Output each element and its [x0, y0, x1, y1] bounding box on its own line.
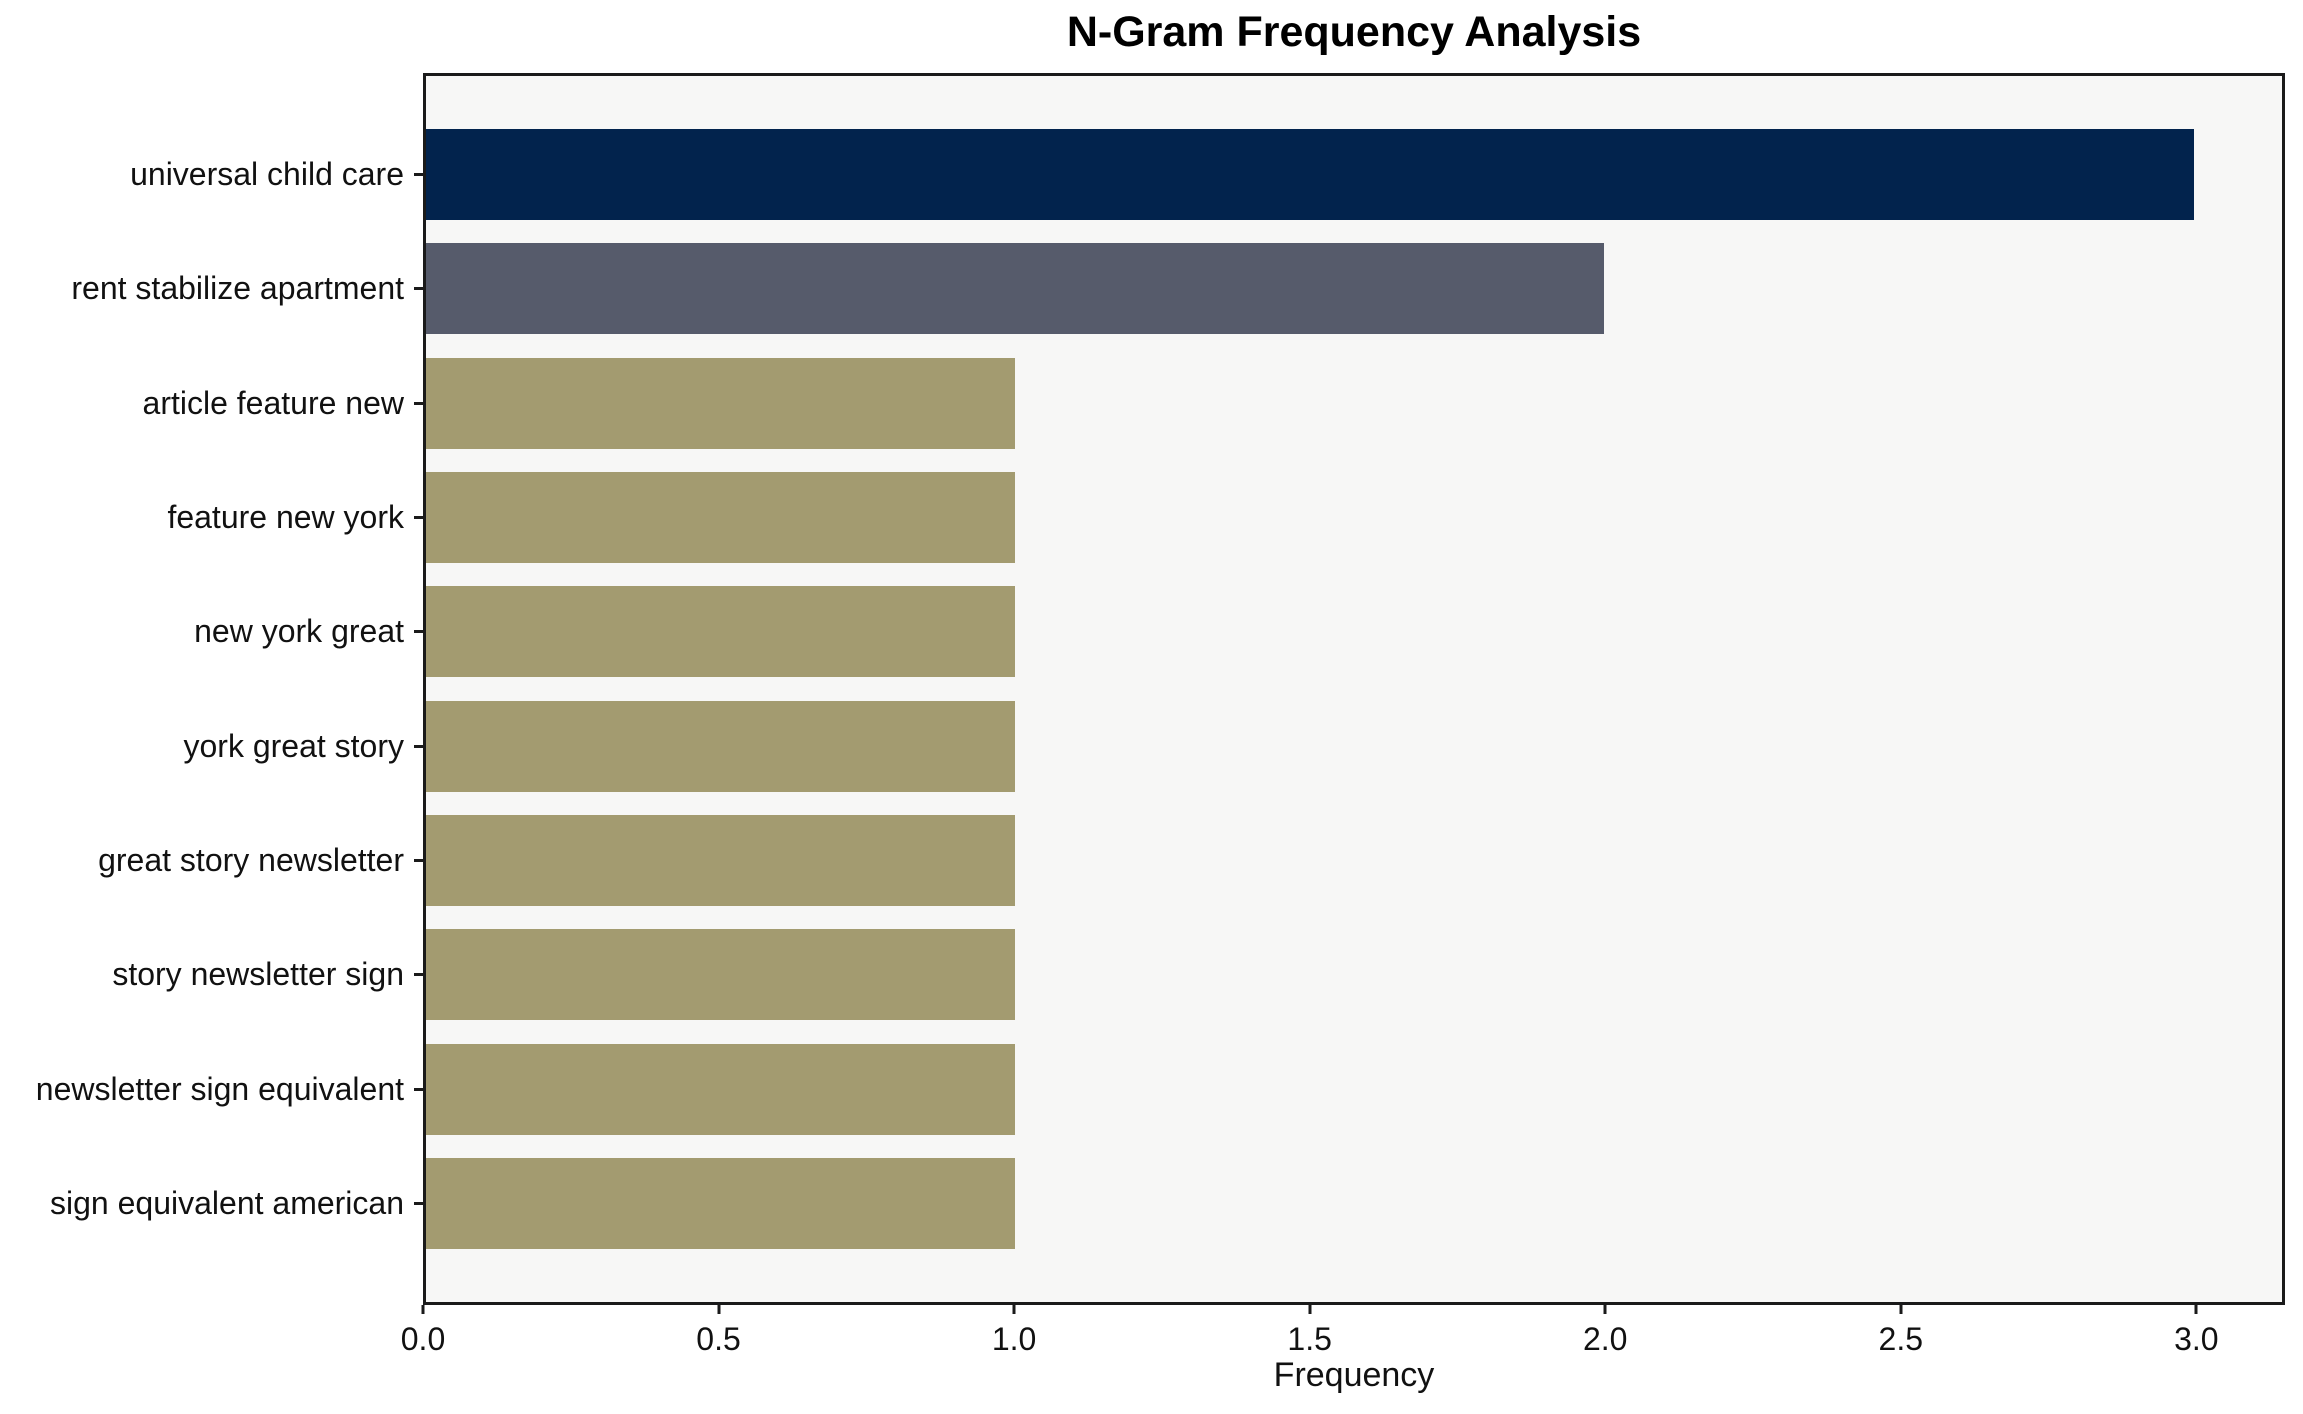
bar-row: [426, 471, 2282, 563]
y-label-row: rent stabilize apartment: [0, 243, 423, 334]
y-label-row: feature new york: [0, 472, 423, 563]
y-tick-label: story newsletter sign: [112, 956, 404, 993]
x-tick-label: 0.0: [400, 1321, 446, 1357]
y-tick-mark: [414, 744, 423, 748]
x-tick-label: 2.5: [1878, 1321, 1924, 1357]
y-tick-mark: [414, 973, 423, 977]
y-tick-label: newsletter sign equivalent: [35, 1070, 404, 1107]
bar-new-york-great: [426, 586, 1016, 678]
bar-row: [426, 700, 2282, 792]
y-tick-label: article feature new: [142, 384, 404, 421]
y-tick-label: rent stabilize apartment: [71, 270, 404, 307]
x-tick-mark: [1308, 1305, 1312, 1314]
bar-row: [426, 243, 2282, 335]
y-label-row: great story newsletter: [0, 815, 423, 906]
y-label-row: new york great: [0, 586, 423, 677]
bar-feature-new-york: [426, 471, 1016, 563]
x-tick-mark: [1012, 1305, 1016, 1314]
x-tick-mark: [1899, 1305, 1903, 1314]
y-label-row: story newsletter sign: [0, 929, 423, 1020]
bar-article-feature-new: [426, 357, 1016, 449]
bar-rent-stabilize-apartment: [426, 243, 1605, 335]
x-tick-label: 2.0: [1582, 1321, 1628, 1357]
x-tick-mark: [2194, 1305, 2198, 1314]
bar-row: [426, 586, 2282, 678]
bars: [426, 129, 2282, 1249]
x-axis-label: Frequency: [1273, 1356, 1435, 1394]
bar-universal-child-care: [426, 129, 2194, 220]
y-tick-mark: [414, 1201, 423, 1205]
y-tick-mark: [414, 858, 423, 862]
x-tick-mark: [421, 1305, 425, 1314]
y-tick-mark: [414, 630, 423, 634]
y-tick-label: sign equivalent american: [50, 1184, 404, 1221]
y-label-row: york great story: [0, 701, 423, 792]
x-tick-mark: [1603, 1305, 1607, 1314]
x-tick-label: 1.0: [991, 1321, 1037, 1357]
y-tick-label: new york great: [194, 613, 404, 650]
bar-row: [426, 1043, 2282, 1135]
bar-york-great-story: [426, 700, 1016, 792]
x-tick-mark: [717, 1305, 721, 1314]
y-tick-label: universal child care: [130, 156, 404, 192]
y-tick-label: york great story: [183, 727, 404, 764]
x-tick-label: 1.5: [1287, 1321, 1332, 1357]
bar-row: [426, 357, 2282, 449]
y-label-row: newsletter sign equivalent: [0, 1044, 423, 1135]
x-tick-label: 0.5: [696, 1321, 741, 1357]
bar-row: [426, 814, 2282, 906]
y-label-row: article feature new: [0, 358, 423, 449]
bar-great-story-newsletter: [426, 814, 1016, 906]
y-axis-labels: universal child care rent stabilize apart…: [0, 129, 423, 1249]
plot-area: [423, 73, 2285, 1305]
y-tick-mark: [414, 401, 423, 405]
x-tick-label: 3.0: [2174, 1321, 2219, 1357]
bar-sign-equivalent-american: [426, 1157, 1016, 1249]
y-label-row: universal child care: [0, 129, 423, 220]
y-tick-mark: [414, 287, 423, 291]
y-tick-mark: [414, 515, 423, 519]
y-tick-label: great story newsletter: [98, 841, 404, 878]
chart-title: N-Gram Frequency Analysis: [1066, 8, 1642, 56]
y-tick-label: feature new york: [167, 498, 404, 535]
y-tick-mark: [414, 173, 423, 176]
y-tick-mark: [414, 1087, 423, 1091]
bar-row: [426, 1157, 2282, 1249]
y-label-row: sign equivalent american: [0, 1158, 423, 1249]
x-axis: 0.0 0.5 1.0 1.5 2.0 2.5 3.0: [401, 1305, 2285, 1405]
bar-story-newsletter-sign: [426, 929, 1016, 1021]
bar-row: [426, 129, 2282, 220]
bar-newsletter-sign-equivalent: [426, 1043, 1016, 1135]
bar-row: [426, 929, 2282, 1021]
